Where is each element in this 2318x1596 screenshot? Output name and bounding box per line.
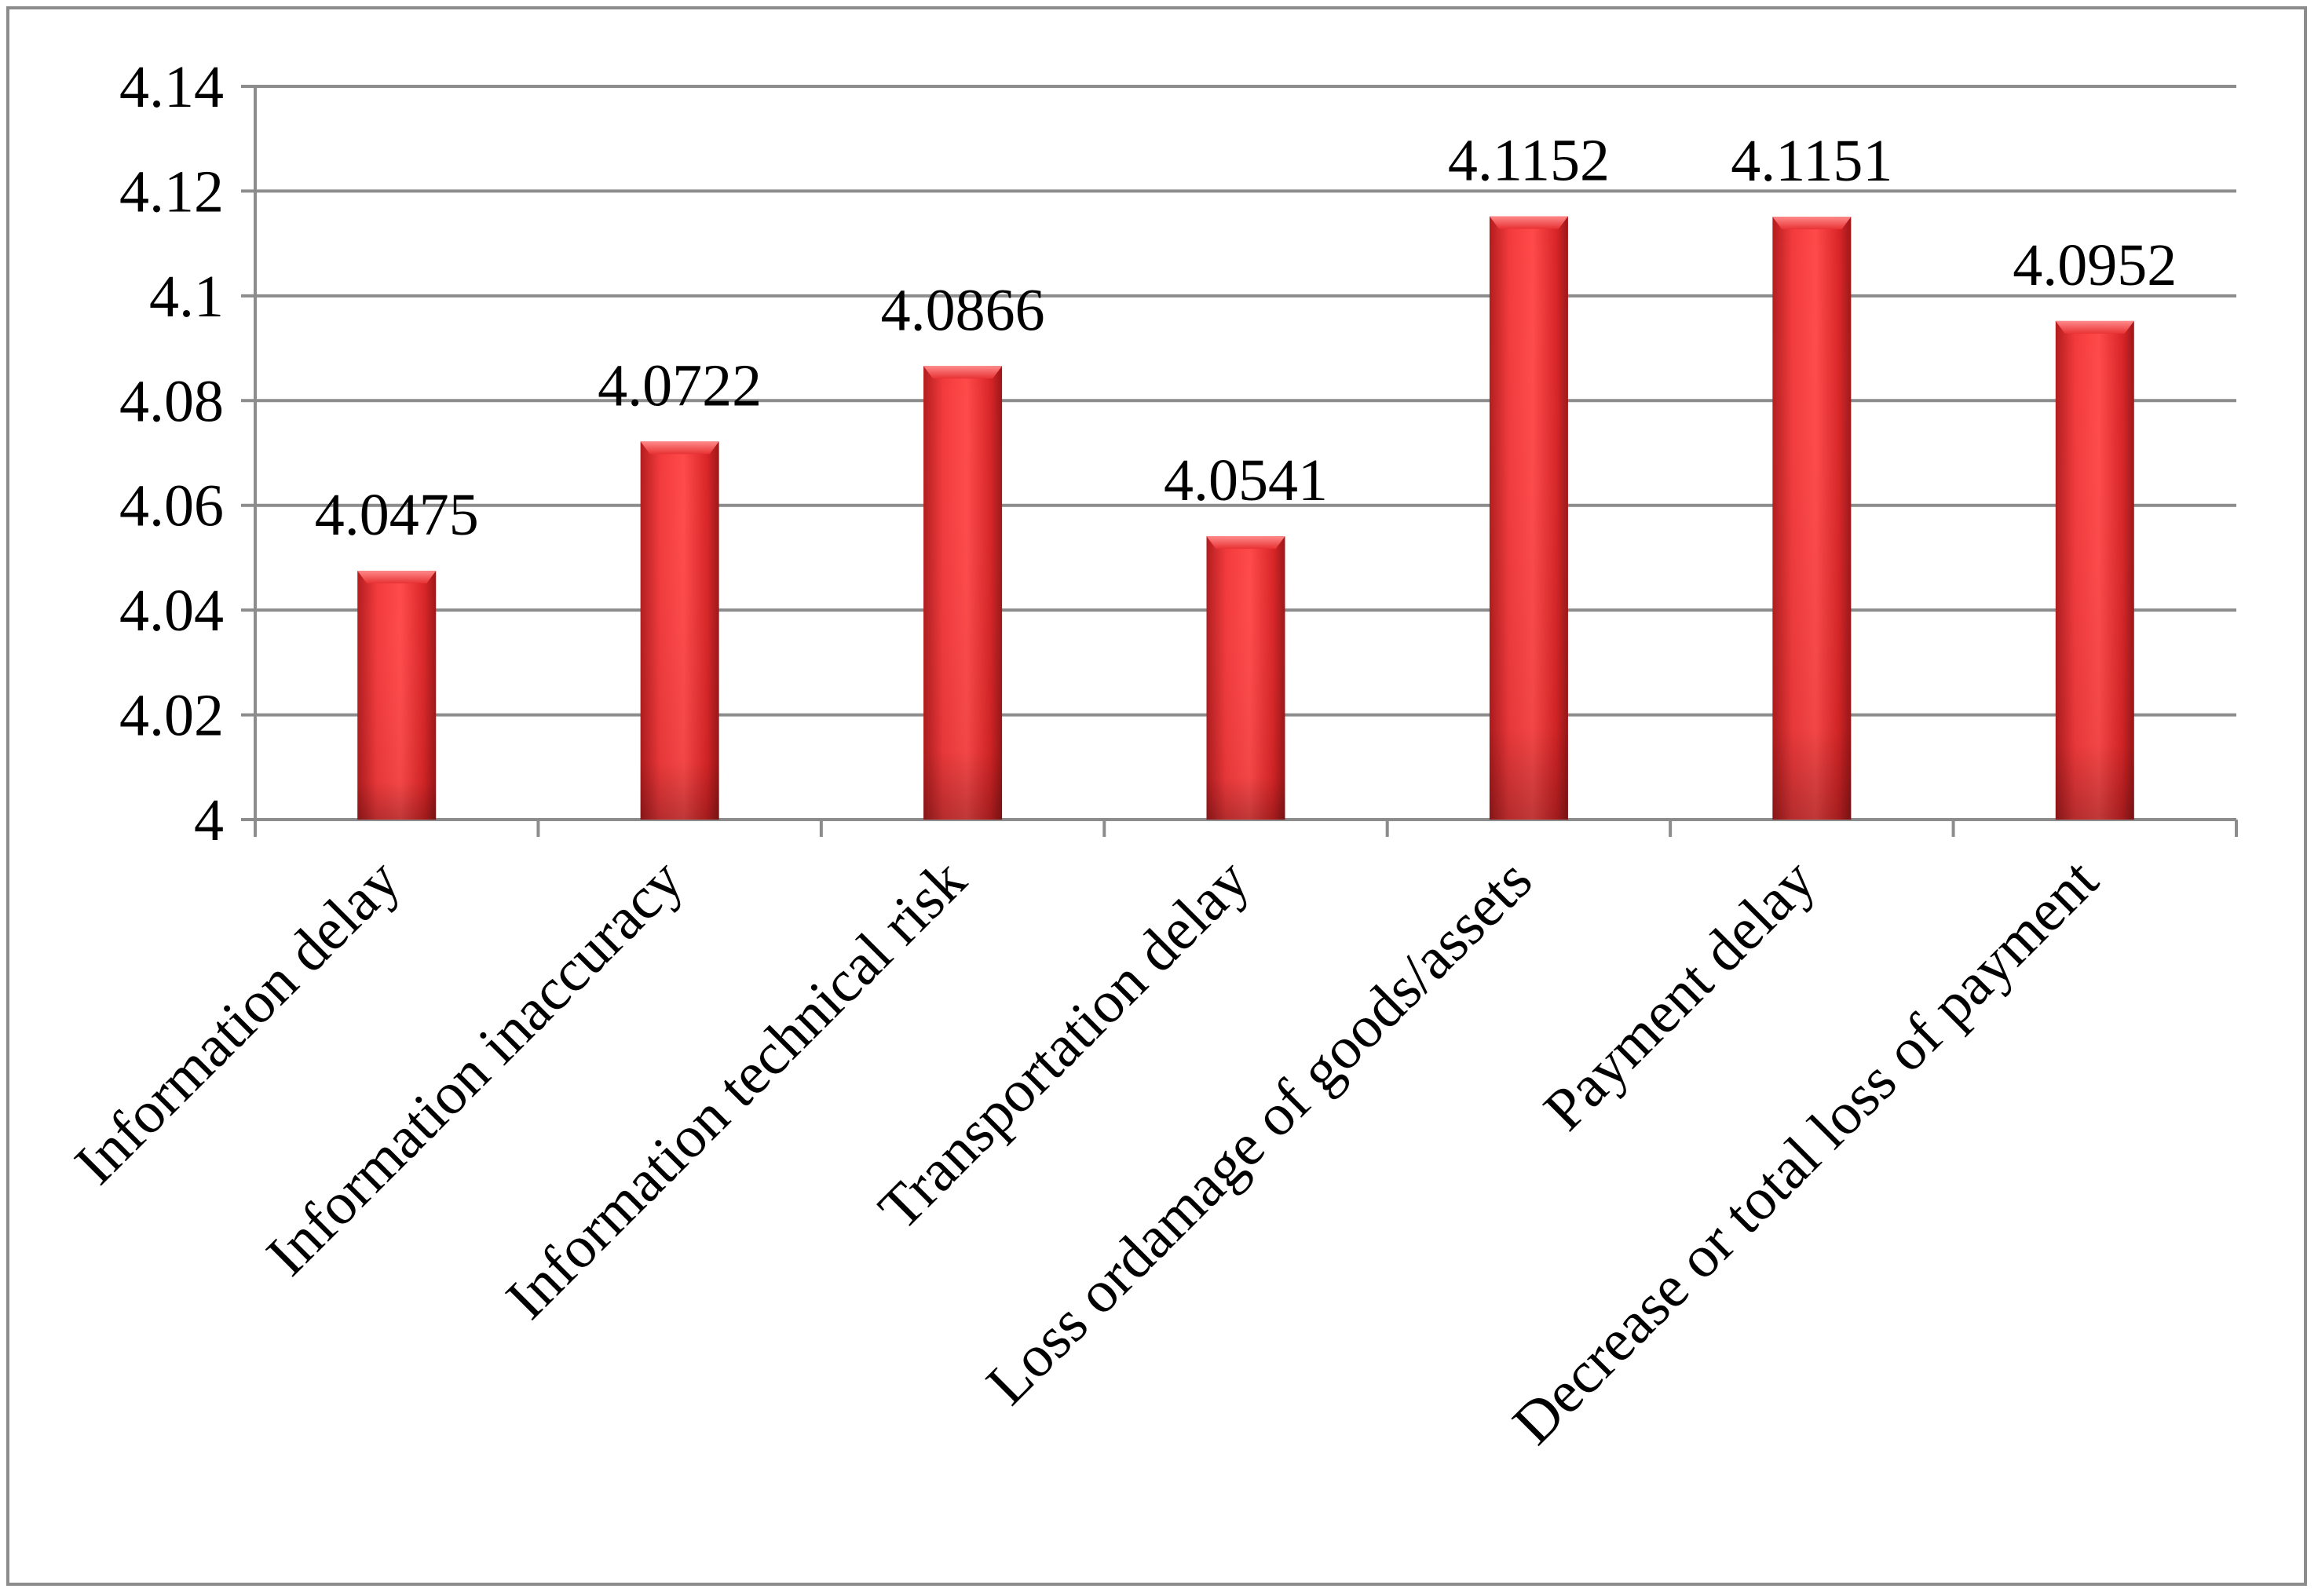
data-label: 4.0541	[1164, 447, 1328, 513]
bar	[1772, 217, 1852, 820]
data-label: 4.0475	[315, 482, 479, 548]
x-category-label: Decrease or total loss of payment	[1501, 847, 2111, 1457]
data-label: 4.0952	[2013, 232, 2177, 298]
bar	[640, 441, 719, 820]
y-tick-label: 4	[194, 787, 224, 853]
y-tick-label: 4.14	[119, 54, 224, 120]
y-tick-label: 4.06	[119, 473, 224, 539]
y-tick-label: 4.04	[119, 578, 224, 644]
y-tick-label: 4.08	[119, 368, 224, 434]
bars	[357, 216, 2134, 820]
bar	[923, 366, 1003, 820]
x-category-label: Information technical risk	[494, 847, 979, 1332]
bar	[1206, 536, 1285, 820]
bar	[1489, 216, 1568, 820]
data-label: 4.0722	[598, 352, 762, 418]
data-label: 4.1152	[1448, 127, 1610, 193]
data-labels: 4.0475 4.0722 4.0866 4.0541 4.1152 4.1151 4.09…	[315, 127, 2177, 548]
chart-frame: 4.0475 4.0722 4.0866 4.0541 4.1152 4.1151 4.09…	[6, 6, 2307, 1586]
bar	[357, 571, 437, 820]
x-category-label: Loss ordamage of goods/assets	[974, 847, 1545, 1418]
gridlines	[255, 85, 2236, 717]
bar-chart: 4.0475 4.0722 4.0866 4.0541 4.1152 4.1151 4.09…	[62, 54, 2238, 1457]
x-category-label: Payment delay	[1531, 847, 1827, 1143]
y-tick-label: 4.02	[119, 683, 224, 749]
y-tick-label: 4.1	[149, 264, 224, 330]
y-tick-label: 4.12	[119, 159, 224, 225]
y-tick-labels: 4 4.02 4.04 4.06 4.08 4.1 4.12 4.14	[119, 54, 224, 853]
data-label: 4.0866	[881, 277, 1045, 343]
data-label: 4.1151	[1731, 128, 1892, 194]
bar	[2055, 320, 2134, 820]
